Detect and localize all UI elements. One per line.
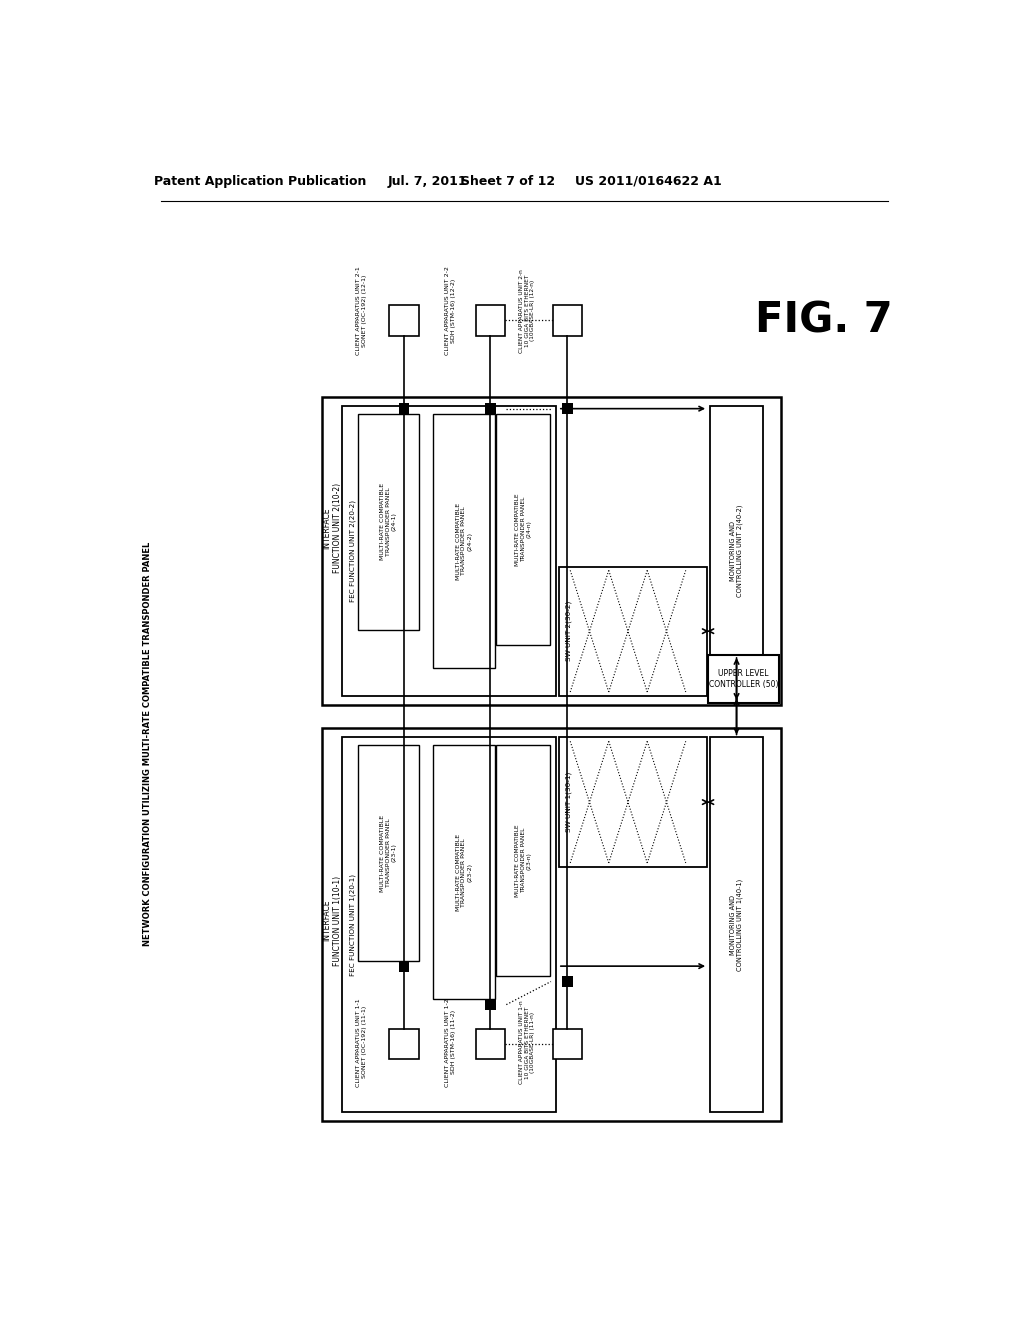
Bar	[322, 397, 781, 705]
Bar	[484, 404, 496, 414]
Text: CLIENT APPARATUS UNIT 1-n
10 GIGA BITS ETHERNET
(10GBASE-LR) (11-n): CLIENT APPARATUS UNIT 1-n 10 GIGA BITS E…	[519, 1001, 536, 1084]
Bar	[475, 305, 505, 335]
Bar	[708, 655, 779, 702]
Bar	[553, 1028, 582, 1059]
Bar	[357, 744, 419, 961]
Bar	[389, 1028, 419, 1059]
Bar	[553, 305, 582, 335]
Text: MULTI-RATE COMPATIBLE
TRANSPONDER PANEL
(23-n): MULTI-RATE COMPATIBLE TRANSPONDER PANEL …	[515, 824, 531, 898]
Bar	[559, 738, 707, 867]
Text: MONITORING AND
CONTROLLING UNIT 1(40-1): MONITORING AND CONTROLLING UNIT 1(40-1)	[730, 878, 743, 970]
Text: FEC FUNCTION UNIT 2(20-2): FEC FUNCTION UNIT 2(20-2)	[349, 500, 355, 602]
Text: CLIENT APPARATUS UNIT 2-2
SDH (STM-16) (12-2): CLIENT APPARATUS UNIT 2-2 SDH (STM-16) (…	[444, 267, 456, 355]
Text: MULTI-RATE COMPATIBLE
TRANSPONDER PANEL
(24-1): MULTI-RATE COMPATIBLE TRANSPONDER PANEL …	[380, 483, 397, 561]
Text: INTERFACE
FUNCTION UNIT 2(10-2): INTERFACE FUNCTION UNIT 2(10-2)	[323, 483, 342, 573]
Text: Jul. 7, 2011: Jul. 7, 2011	[387, 176, 467, 187]
Text: SW UNIT 1(30-1): SW UNIT 1(30-1)	[565, 772, 572, 832]
Text: US 2011/0164622 A1: US 2011/0164622 A1	[574, 176, 721, 187]
Text: MULTI-RATE COMPATIBLE
TRANSPONDER PANEL
(23-1): MULTI-RATE COMPATIBLE TRANSPONDER PANEL …	[380, 814, 397, 891]
Bar	[497, 744, 550, 977]
Text: MULTI-RATE COMPATIBLE
TRANSPONDER PANEL
(24-n): MULTI-RATE COMPATIBLE TRANSPONDER PANEL …	[515, 494, 531, 566]
Text: CLIENT APPARATUS UNIT 1-2
SDH (STM-16) (11-2): CLIENT APPARATUS UNIT 1-2 SDH (STM-16) (…	[444, 998, 456, 1086]
Bar	[497, 414, 550, 645]
Text: Sheet 7 of 12: Sheet 7 of 12	[461, 176, 555, 187]
Bar	[710, 738, 764, 1111]
Bar	[342, 738, 556, 1111]
Text: FIG. 7: FIG. 7	[755, 300, 893, 341]
Bar	[398, 961, 410, 972]
Bar	[342, 407, 556, 696]
Text: FEC FUNCTION UNIT 1(20-1): FEC FUNCTION UNIT 1(20-1)	[349, 874, 355, 975]
Text: Patent Application Publication: Patent Application Publication	[154, 176, 367, 187]
Text: MONITORING AND
CONTROLLING UNIT 2(40-2): MONITORING AND CONTROLLING UNIT 2(40-2)	[730, 504, 743, 598]
Text: MULTI-RATE COMPATIBLE
TRANSPONDER PANEL
(24-2): MULTI-RATE COMPATIBLE TRANSPONDER PANEL …	[456, 503, 472, 579]
Bar	[389, 305, 419, 335]
Bar	[710, 407, 764, 696]
Text: CLIENT APPARATUS UNIT 2-n
10 GIGA BITS ETHERNET
(10GBASE-LR) (12-n): CLIENT APPARATUS UNIT 2-n 10 GIGA BITS E…	[519, 269, 536, 352]
Text: SW UNIT 2(30-2): SW UNIT 2(30-2)	[565, 601, 572, 661]
Bar	[357, 414, 419, 630]
Text: CLIENT APPARATUS UNIT 1-1
SONET (OC-192) (11-1): CLIENT APPARATUS UNIT 1-1 SONET (OC-192)…	[356, 998, 367, 1086]
Text: CLIENT APPARATUS UNIT 2-1
SONET (OC-192) (12-1): CLIENT APPARATUS UNIT 2-1 SONET (OC-192)…	[356, 267, 367, 355]
Text: INTERFACE
FUNCTION UNIT 1(10-1): INTERFACE FUNCTION UNIT 1(10-1)	[323, 875, 342, 966]
Text: MULTI-RATE COMPATIBLE
TRANSPONDER PANEL
(23-2): MULTI-RATE COMPATIBLE TRANSPONDER PANEL …	[456, 834, 472, 911]
Bar	[475, 1028, 505, 1059]
Bar	[484, 999, 496, 1010]
Bar	[562, 977, 572, 987]
Bar	[562, 404, 572, 414]
Bar	[559, 566, 707, 696]
Bar	[433, 414, 495, 668]
Bar	[433, 744, 495, 999]
Bar	[398, 404, 410, 414]
Text: NETWORK CONFIGURATION UTILIZING MULTI-RATE COMPATIBLE TRANSPONDER PANEL: NETWORK CONFIGURATION UTILIZING MULTI-RA…	[143, 541, 152, 945]
Text: UPPER LEVEL
CONTROLLER (50): UPPER LEVEL CONTROLLER (50)	[709, 669, 778, 689]
Bar	[322, 729, 781, 1121]
